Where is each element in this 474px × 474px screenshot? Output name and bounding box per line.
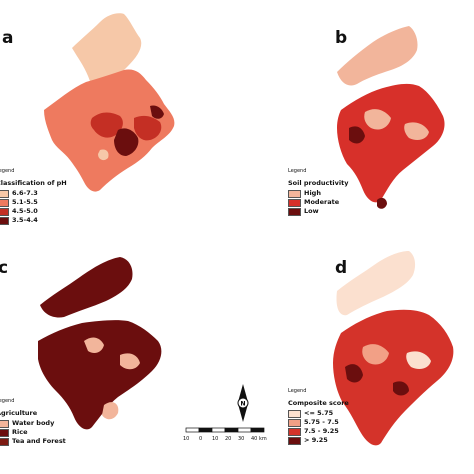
legend-item: 7.5 - 9.25 (288, 427, 349, 436)
north-arrow: N (234, 384, 252, 422)
map-region-score-low (406, 351, 431, 369)
panel-label-d: d (335, 258, 348, 278)
legend-item: Tea and Forest (0, 437, 66, 446)
map-region-score-high (345, 364, 363, 383)
map-panel-b: b Legend Soil productivity High Moderate… (237, 0, 474, 237)
map-region-high-east (404, 122, 429, 140)
map-region-water-body-east (120, 353, 140, 370)
legend-item: 4.5-5.0 (0, 207, 67, 216)
legend-swatch (288, 418, 301, 427)
legend-swatch (288, 409, 301, 418)
legend-title: Legend (288, 168, 307, 174)
map-region-water-body (84, 337, 104, 353)
legend-c: Legend Agriculture Water body Rice Tea a… (0, 397, 66, 446)
legend-item: Water body (0, 419, 66, 428)
legend-item: 5.75 - 7.5 (288, 418, 349, 427)
soil-productivity-map (337, 26, 445, 209)
legend-item: <= 5.75 (288, 409, 349, 418)
legend-swatch (0, 207, 9, 216)
map-panel-d: d Legend Composite score <= 5.75 5.75 - … (237, 237, 474, 474)
map-panel-c: c Legend Agriculture Water body Rice Tea… (0, 237, 237, 474)
map-region-ph-6.6 (98, 149, 109, 161)
map-region-low (349, 126, 365, 144)
agriculture-map (38, 257, 162, 430)
scale-tick: 20 (225, 436, 232, 442)
map-region-main (38, 320, 162, 430)
legend-swatch (0, 419, 9, 428)
legend-item: High (288, 189, 348, 198)
scale-tick: 10 (183, 436, 190, 442)
legend-swatch (288, 427, 301, 436)
legend-swatch (0, 216, 9, 225)
legend-heading: Classification of pH (0, 179, 67, 187)
legend-swatch (288, 198, 301, 207)
map-panel-a: a Legend Classification of pH 6.6-7.3 5.… (0, 0, 237, 237)
legend-item: Rice (0, 428, 66, 437)
legend-item: 5.1-5.5 (0, 198, 67, 207)
scale-tick: 40 km (251, 436, 267, 442)
legend-swatch (0, 198, 9, 207)
legend-swatch (288, 207, 301, 216)
legend-item: 6.6-7.3 (0, 189, 67, 198)
map-region-low-south (377, 197, 387, 209)
map-region-water-body-south (102, 402, 119, 420)
legend-heading: Soil productivity (288, 179, 349, 187)
legend-title: Legend (288, 388, 307, 394)
panel-label-a: a (2, 28, 14, 48)
map-region-ph-4.5-east (134, 115, 162, 141)
north-label: N (240, 401, 245, 408)
map-region-score-high-east (393, 381, 409, 396)
scale-bar-graphic (185, 427, 265, 433)
legend-swatch (0, 428, 9, 437)
map-region-ph-4.5 (90, 112, 123, 138)
legend-title: Legend (0, 398, 15, 404)
map-region-score-5.75 (362, 344, 389, 365)
north-arrow-icon: N (237, 384, 249, 422)
legend-b: Legend Soil productivity High Moderate L… (288, 167, 348, 216)
legend-swatch (288, 189, 301, 198)
map-region-north-strip (337, 26, 418, 86)
legend-a: Legend Classification of pH 6.6-7.3 5.1-… (0, 167, 67, 225)
legend-swatch (0, 437, 9, 446)
map-region-ph-3.5 (114, 128, 139, 156)
legend-item: 3.5-4.4 (0, 216, 67, 225)
map-region-north-strip (72, 13, 142, 93)
legend-heading: Composite score (288, 399, 349, 407)
scale-tick: 0 (199, 436, 203, 442)
legend-title: Legend (0, 168, 15, 174)
map-region-main (333, 309, 454, 446)
legend-d: Legend Composite score <= 5.75 5.75 - 7.… (288, 387, 349, 445)
legend-item: Moderate (288, 198, 348, 207)
panel-label-c: c (0, 258, 9, 278)
legend-swatch (288, 436, 301, 445)
legend-item: > 9.25 (288, 436, 349, 445)
legend-item: Low (288, 207, 348, 216)
scale-tick: 10 (212, 436, 219, 442)
map-region-north-strip (336, 251, 416, 316)
legend-heading: Agriculture (0, 409, 38, 417)
scale-bar: 10 0 10 20 30 40 km (181, 425, 281, 447)
composite-score-map (333, 251, 454, 446)
map-region-main (337, 83, 445, 203)
panel-label-b: b (335, 28, 348, 48)
map-region-high (364, 109, 391, 130)
map-region-north-strip (40, 257, 133, 318)
map-region-ph-3.5-north (150, 105, 164, 119)
ph-classification-map (44, 13, 175, 192)
legend-swatch (0, 189, 9, 198)
scale-tick: 30 (238, 436, 245, 442)
